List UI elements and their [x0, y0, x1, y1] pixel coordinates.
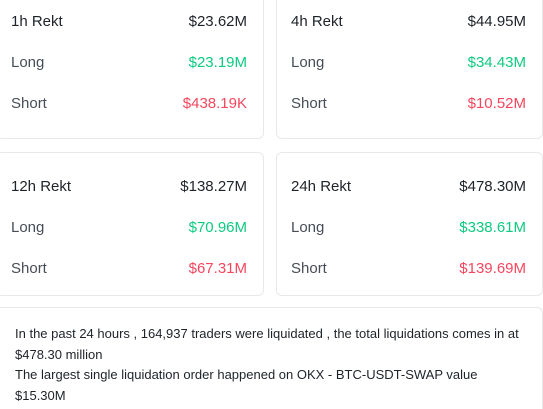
card-title: 24h Rekt	[291, 177, 352, 195]
rekt-card-4h: 4h Rekt $44.95M Long $34.43M Short $10.5…	[276, 0, 543, 139]
long-row: Long $70.96M	[11, 216, 247, 238]
card-header: 24h Rekt $478.30M	[291, 175, 526, 197]
long-label: Long	[291, 218, 325, 236]
rekt-card-1h: 1h Rekt $23.62M Long $23.19M Short $438.…	[0, 0, 264, 139]
long-value: $23.19M	[188, 53, 247, 71]
total-value: $138.27M	[180, 177, 247, 195]
liquidation-summary: In the past 24 hours , 164,937 traders w…	[0, 307, 543, 409]
long-row: Long $23.19M	[11, 51, 247, 73]
total-value: $44.95M	[467, 12, 526, 30]
card-header: 1h Rekt $23.62M	[11, 10, 247, 32]
long-value: $34.43M	[467, 53, 526, 71]
short-value: $67.31M	[188, 259, 247, 277]
short-value: $139.69M	[459, 259, 526, 277]
short-label: Short	[291, 94, 327, 112]
long-label: Long	[11, 218, 45, 236]
total-value: $23.62M	[188, 12, 247, 30]
short-row: Short $139.69M	[291, 257, 526, 279]
rekt-card-12h: 12h Rekt $138.27M Long $70.96M Short $67…	[0, 152, 264, 296]
long-label: Long	[291, 53, 325, 71]
short-label: Short	[11, 94, 47, 112]
short-value: $10.52M	[467, 94, 526, 112]
short-label: Short	[291, 259, 327, 277]
summary-total-text: In the past 24 hours , 164,937 traders w…	[15, 326, 519, 362]
card-title: 1h Rekt	[11, 12, 63, 30]
card-header: 4h Rekt $44.95M	[291, 10, 526, 32]
rekt-card-24h: 24h Rekt $478.30M Long $338.61M Short $1…	[276, 152, 543, 296]
short-row: Short $67.31M	[11, 257, 247, 279]
card-header: 12h Rekt $138.27M	[11, 175, 247, 197]
short-row: Short $10.52M	[291, 92, 526, 114]
short-value: $438.19K	[182, 94, 247, 112]
long-row: Long $338.61M	[291, 216, 526, 238]
long-value: $70.96M	[188, 218, 247, 236]
card-title: 4h Rekt	[291, 12, 343, 30]
card-title: 12h Rekt	[11, 177, 72, 195]
short-row: Short $438.19K	[11, 92, 247, 114]
total-value: $478.30M	[459, 177, 526, 195]
short-label: Short	[11, 259, 47, 277]
long-value: $338.61M	[459, 218, 526, 236]
long-row: Long $34.43M	[291, 51, 526, 73]
summary-largest-order-text: The largest single liquidation order hap…	[15, 367, 478, 403]
long-label: Long	[11, 53, 45, 71]
